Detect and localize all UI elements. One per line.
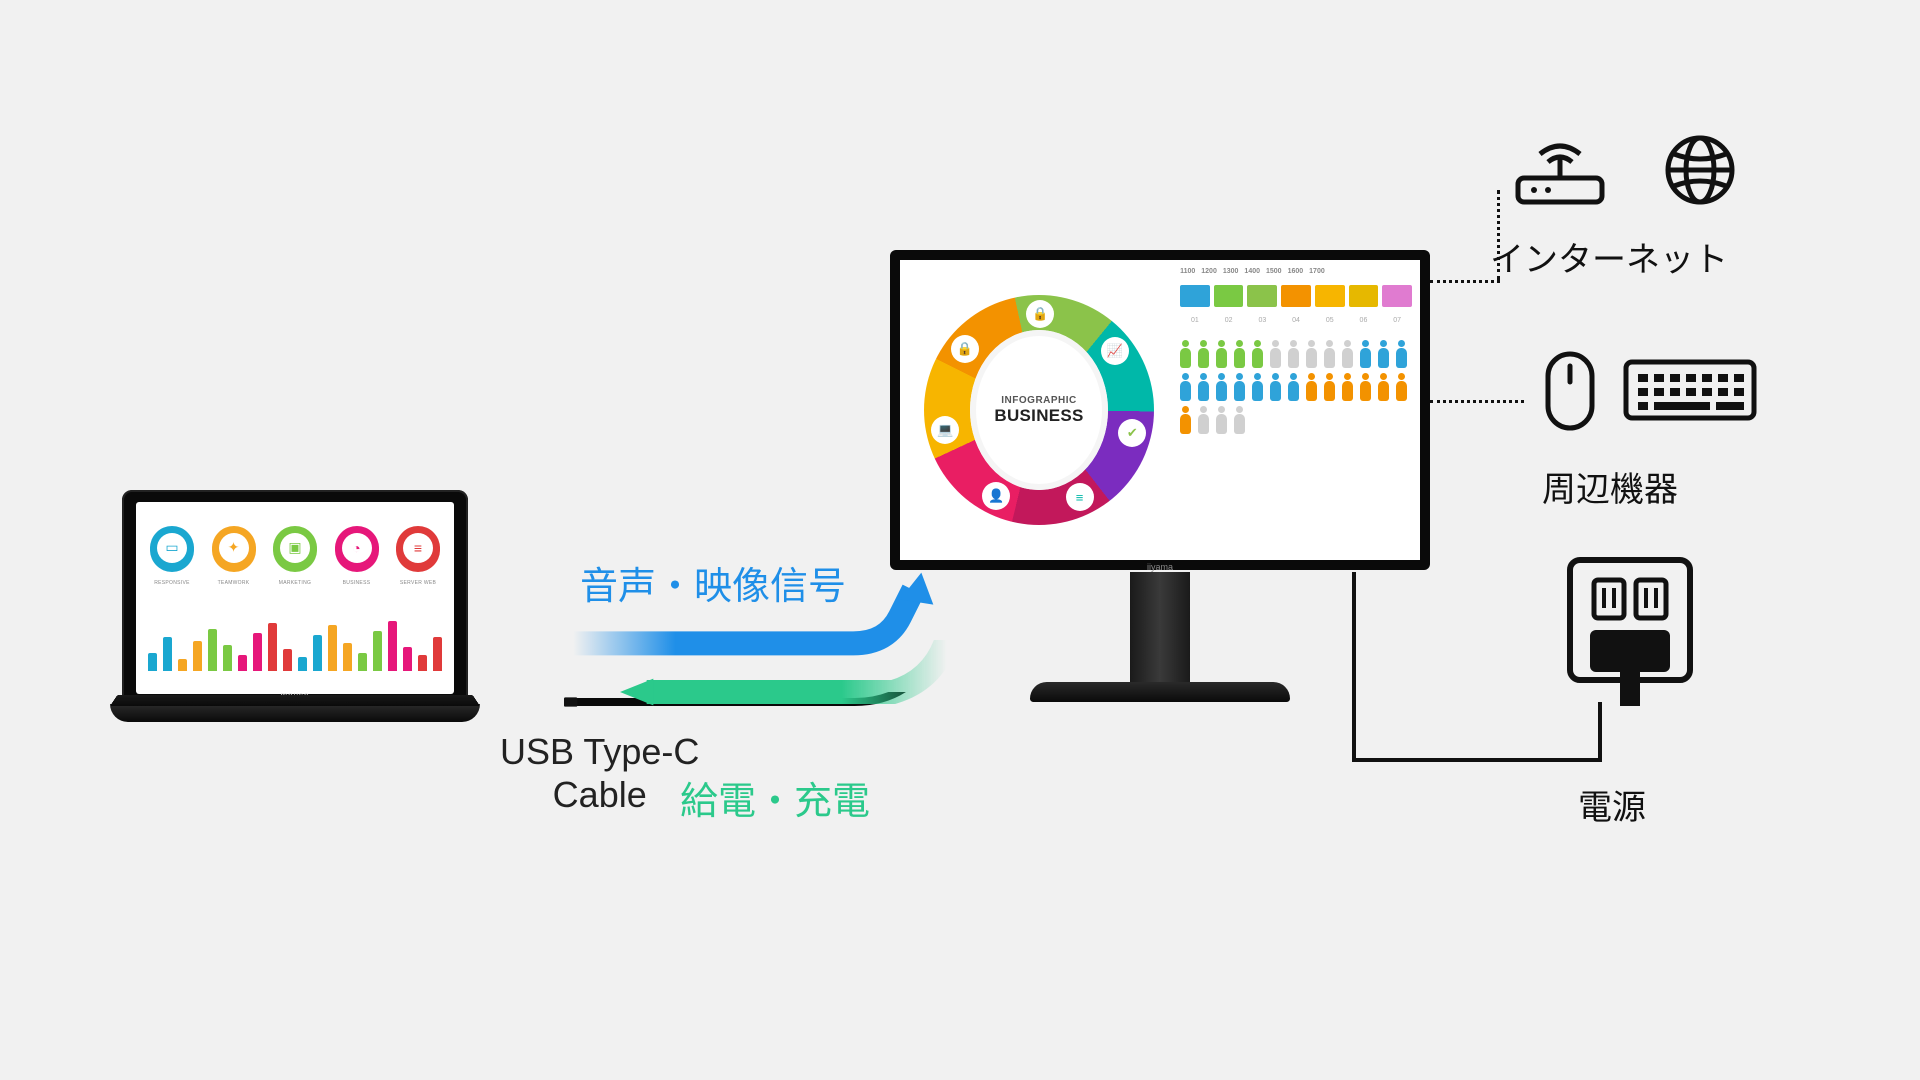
laptop-bar bbox=[178, 659, 187, 671]
line-peripherals bbox=[1430, 400, 1524, 403]
laptop-bar bbox=[358, 653, 367, 671]
laptop-bar bbox=[343, 643, 352, 671]
line-power-h bbox=[1352, 758, 1602, 762]
mini-bar-codes: 01020304050607 bbox=[1180, 317, 1412, 324]
mini-bar-labels: 1100120013001400150016001700 bbox=[1180, 268, 1412, 275]
monitor-brand: iiyama bbox=[890, 562, 1430, 572]
person-icon bbox=[1342, 373, 1353, 401]
monitor-bezel: 🔒 📈 ✔ ≡ 👤 💻 🔒 INFOGRAPHIC BUSINESS 11001200130… bbox=[890, 250, 1430, 570]
laptop-bar bbox=[328, 625, 337, 671]
monitor: 🔒 📈 ✔ ≡ 👤 💻 🔒 INFOGRAPHIC BUSINESS 11001200130… bbox=[890, 250, 1430, 702]
laptop-bar bbox=[223, 645, 232, 671]
label-audio-video: 音声・映像信号 bbox=[580, 555, 846, 610]
laptop-bar bbox=[253, 633, 262, 671]
people-pictogram bbox=[1180, 340, 1412, 434]
laptop-bar bbox=[268, 623, 277, 671]
laptop-bar bbox=[148, 653, 157, 671]
donut-segment-icon: ✔ bbox=[1118, 419, 1146, 447]
person-icon bbox=[1252, 373, 1263, 401]
person-icon bbox=[1378, 340, 1389, 368]
laptop-bar bbox=[163, 637, 172, 671]
label-internet: インターネット bbox=[1490, 232, 1728, 281]
donut-segment-icon: 📈 bbox=[1101, 337, 1129, 365]
laptop-pin: ▣MARKETING bbox=[271, 526, 319, 588]
donut-title: BUSINESS bbox=[994, 406, 1083, 426]
laptop: ▭RESPONSIVE ✦TEAMWORK ▣MARKETING ◔BUSINESS ≡… bbox=[110, 490, 480, 722]
person-icon bbox=[1198, 340, 1209, 368]
power-outlet-icon bbox=[1560, 550, 1700, 710]
laptop-bar bbox=[418, 655, 427, 671]
person-icon bbox=[1288, 340, 1299, 368]
line-power-v2 bbox=[1598, 702, 1602, 762]
person-icon bbox=[1270, 373, 1281, 401]
person-icon bbox=[1396, 373, 1407, 401]
laptop-pin: ▭RESPONSIVE bbox=[148, 526, 196, 588]
router-icon bbox=[1510, 130, 1610, 210]
laptop-bar bbox=[313, 635, 322, 671]
person-icon bbox=[1306, 373, 1317, 401]
monitor-stand bbox=[1130, 572, 1190, 682]
person-icon bbox=[1342, 340, 1353, 368]
person-icon bbox=[1324, 373, 1335, 401]
laptop-pin: ◔BUSINESS bbox=[333, 526, 381, 588]
person-icon bbox=[1216, 406, 1227, 434]
donut-segment-icon: 🔒 bbox=[951, 335, 979, 363]
person-icon bbox=[1180, 340, 1191, 368]
donut-subtitle: INFOGRAPHIC bbox=[1001, 395, 1077, 406]
person-icon bbox=[1234, 373, 1245, 401]
keyboard-icon bbox=[1620, 350, 1760, 430]
person-icon bbox=[1270, 340, 1281, 368]
donut-segment-icon: 👤 bbox=[982, 482, 1010, 510]
diagram-stage: ▭RESPONSIVE ✦TEAMWORK ▣MARKETING ◔BUSINESS ≡… bbox=[0, 0, 1920, 1080]
person-icon bbox=[1252, 340, 1263, 368]
person-icon bbox=[1306, 340, 1317, 368]
laptop-base bbox=[110, 704, 480, 722]
monitor-foot bbox=[1030, 682, 1290, 702]
laptop-bar bbox=[298, 657, 307, 671]
person-icon bbox=[1396, 340, 1407, 368]
person-icon bbox=[1216, 373, 1227, 401]
laptop-bar bbox=[283, 649, 292, 671]
person-icon bbox=[1198, 373, 1209, 401]
donut-segment-icon: 🔒 bbox=[1026, 300, 1054, 328]
person-icon bbox=[1324, 340, 1335, 368]
label-power-charge: 給電・充電 bbox=[680, 770, 870, 825]
laptop-pin-row: ▭RESPONSIVE ✦TEAMWORK ▣MARKETING ◔BUSINESS ≡… bbox=[148, 526, 442, 588]
laptop-pin: ≡SERVER WEB bbox=[394, 526, 442, 588]
laptop-bar bbox=[373, 631, 382, 671]
mouse-icon bbox=[1540, 346, 1600, 436]
person-icon bbox=[1378, 373, 1389, 401]
donut-segment-icon: 💻 bbox=[931, 416, 959, 444]
person-icon bbox=[1288, 373, 1299, 401]
laptop-bar bbox=[433, 637, 442, 671]
laptop-pin: ✦TEAMWORK bbox=[210, 526, 258, 588]
person-icon bbox=[1360, 340, 1371, 368]
laptop-screen: ▭RESPONSIVE ✦TEAMWORK ▣MARKETING ◔BUSINESS ≡… bbox=[122, 490, 468, 706]
laptop-bar bbox=[208, 629, 217, 671]
label-usb-cable: USB Type-C Cable bbox=[500, 730, 699, 816]
donut-center: INFOGRAPHIC BUSINESS bbox=[970, 330, 1108, 490]
mini-bar-chart bbox=[1180, 285, 1412, 307]
laptop-bar bbox=[403, 647, 412, 671]
monitor-screen: 🔒 📈 ✔ ≡ 👤 💻 🔒 INFOGRAPHIC BUSINESS 11001200130… bbox=[900, 260, 1420, 560]
laptop-bar bbox=[193, 641, 202, 671]
person-icon bbox=[1180, 406, 1191, 434]
person-icon bbox=[1234, 406, 1245, 434]
person-icon bbox=[1180, 373, 1191, 401]
laptop-bar bbox=[388, 621, 397, 671]
label-peripherals: 周辺機器 bbox=[1542, 462, 1678, 511]
laptop-bar-chart bbox=[148, 615, 442, 671]
person-icon bbox=[1216, 340, 1227, 368]
person-icon bbox=[1198, 406, 1209, 434]
person-icon bbox=[1360, 373, 1371, 401]
person-icon bbox=[1234, 340, 1245, 368]
globe-icon bbox=[1660, 130, 1740, 210]
laptop-bar bbox=[238, 655, 247, 671]
donut-segment-icon: ≡ bbox=[1066, 483, 1094, 511]
label-power-source: 電源 bbox=[1578, 780, 1646, 829]
